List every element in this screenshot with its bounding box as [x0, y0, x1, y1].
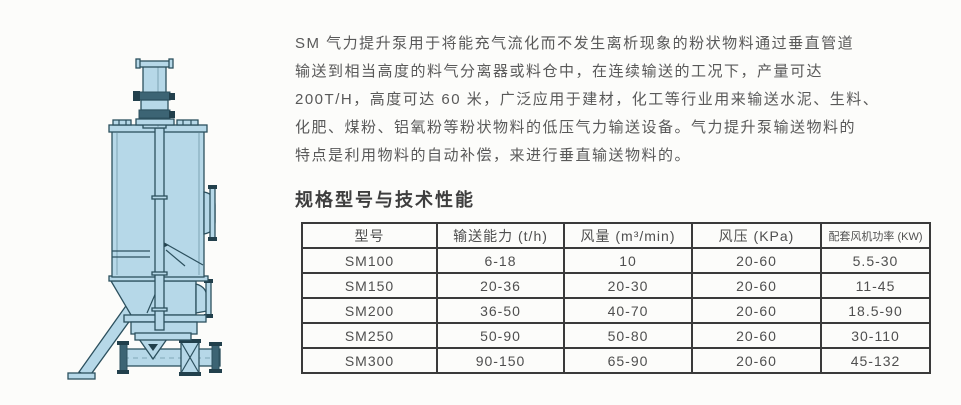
col-header-capacity: 输送能力 (t/h) [436, 222, 565, 249]
table-row: SM150 20-36 20-30 20-60 11-45 [301, 272, 931, 299]
table-cell: SM150 [301, 272, 438, 299]
table-row: SM100 6-18 10 20-60 5.5-30 [301, 247, 931, 274]
description-line: SM 气力提升泵用于将能充气流化而不发生离析现象的粉状物料通过垂直管道 [295, 35, 855, 52]
table-cell: SM100 [301, 247, 438, 274]
col-header-pressure: 风压 (KPa) [691, 222, 822, 249]
col-header-power: 配套风机功率 (KW) [820, 222, 931, 249]
table-cell: 20-60 [691, 322, 822, 349]
table-cell: 11-45 [820, 272, 931, 299]
table-cell: 20-60 [691, 247, 822, 274]
table-row: SM200 36-50 40-70 20-60 18.5-90 [301, 297, 931, 324]
description-line: 化肥、煤粉、铝氧粉等粉状物料的低压气力输送设备。气力提升泵输送物料的 [295, 119, 857, 136]
table-cell: 6-18 [436, 247, 565, 274]
pneumatic-lift-pump-diagram [67, 58, 222, 380]
description-line: 输送到相当高度的料气分离器或料仓中，在连续输送的工况下，产量可达 [295, 63, 824, 80]
table-row: SM300 90-150 65-90 20-60 45-132 [301, 347, 931, 374]
table-cell: 50-90 [436, 322, 565, 349]
table-row: SM250 50-90 50-80 20-60 30-110 [301, 322, 931, 349]
table-cell: SM250 [301, 322, 438, 349]
table-cell: 40-70 [563, 297, 693, 324]
table-cell: 20-30 [563, 272, 693, 299]
table-cell: 50-80 [563, 322, 693, 349]
table-cell: 20-60 [691, 347, 822, 374]
description-line: 特点是利用物料的自动补偿，来进行垂直输送物料的。 [295, 147, 692, 164]
content-column: SM 气力提升泵用于将能充气流化而不发生离析现象的粉状物料通过垂直管道 输送到相当… [295, 30, 935, 374]
table-cell: 20-60 [691, 297, 822, 324]
col-header-model: 型号 [301, 222, 438, 249]
table-cell: 20-36 [436, 272, 565, 299]
hopper [109, 279, 213, 341]
air-inlet [203, 185, 217, 241]
table-cell: 36-50 [436, 297, 565, 324]
spec-table-body: SM100 6-18 10 20-60 5.5-30 SM150 20-36 20-30 20-… [301, 247, 931, 374]
table-cell: 45-132 [820, 347, 931, 374]
table-cell: SM300 [301, 347, 438, 374]
table-cell: 5.5-30 [820, 247, 931, 274]
col-header-airflow: 风量 (m³/min) [563, 222, 693, 249]
table-cell: 20-60 [691, 272, 822, 299]
table-header-row: 型号 输送能力 (t/h) 风量 (m³/min) 风压 (KPa) 配套风机功… [301, 222, 931, 249]
bottom-pipe [117, 339, 222, 376]
description-line: 200T/H，高度可达 60 米，广泛应用于建材，化工等行业用来输送水泥、生料、 [295, 91, 880, 108]
table-cell: 90-150 [436, 347, 565, 374]
discharge-pipe [133, 58, 175, 129]
pump-diagram-area [55, 15, 305, 400]
table-cell: 18.5-90 [820, 297, 931, 324]
table-cell: 30-110 [820, 322, 931, 349]
product-description: SM 气力提升泵用于将能充气流化而不发生离析现象的粉状物料通过垂直管道 输送到相当… [295, 30, 935, 170]
section-title: 规格型号与技术性能 [295, 190, 475, 210]
table-cell: SM200 [301, 297, 438, 324]
table-cell: 10 [563, 247, 693, 274]
spec-table: 型号 输送能力 (t/h) 风量 (m³/min) 风压 (KPa) 配套风机功… [301, 222, 931, 374]
table-cell: 65-90 [563, 347, 693, 374]
